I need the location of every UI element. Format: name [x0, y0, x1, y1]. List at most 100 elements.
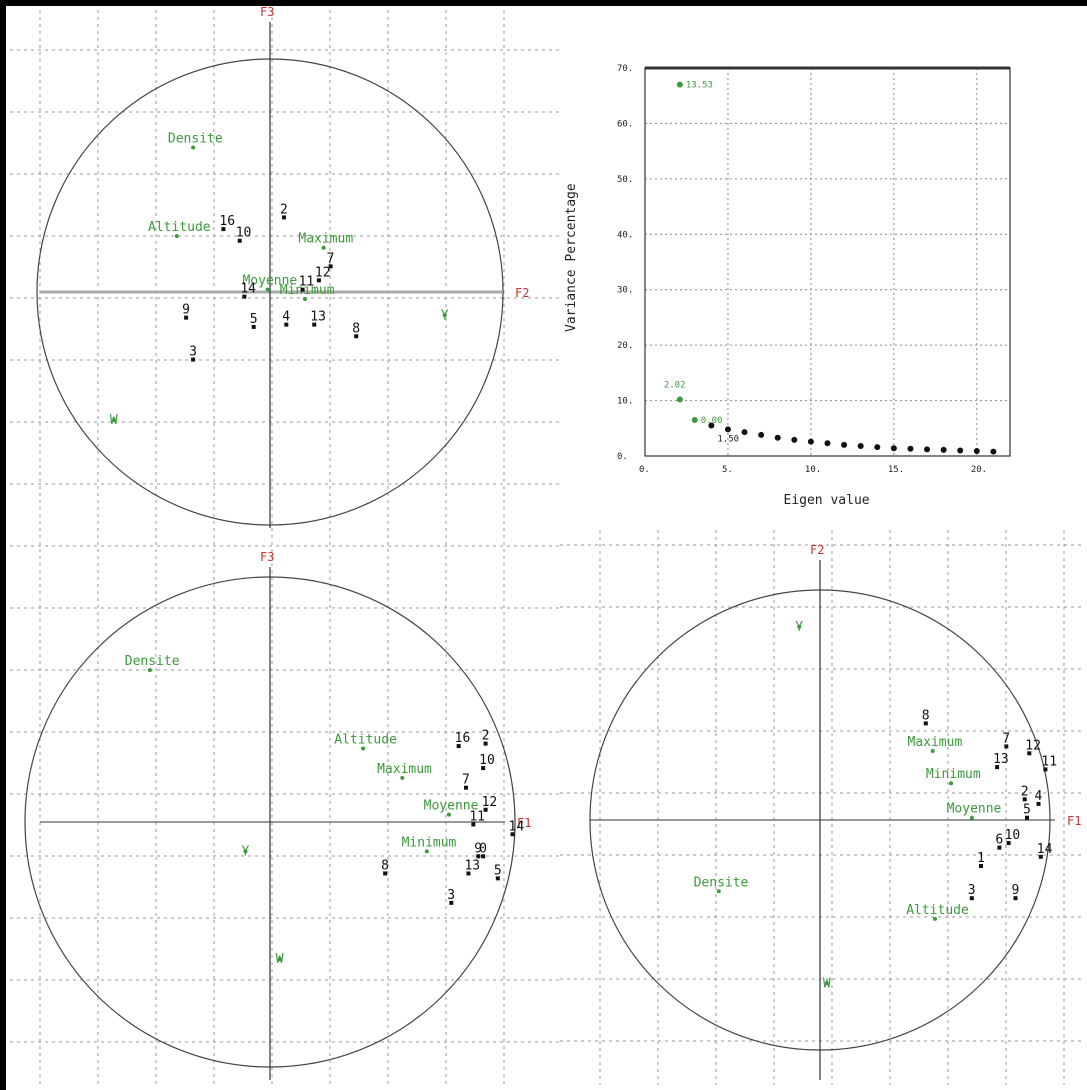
- observation-label: 14: [1037, 842, 1053, 857]
- observation-label: 10: [236, 226, 252, 241]
- observation-label: 13: [993, 752, 1009, 767]
- observation-label: 4: [1035, 789, 1043, 804]
- scree-point: [990, 448, 997, 455]
- observation-label: 2: [280, 202, 288, 217]
- variable-label: Y: [795, 620, 803, 635]
- observation-label: 6: [995, 833, 1003, 848]
- observation-label: 3: [968, 883, 976, 898]
- observation-point: [995, 765, 1000, 770]
- variable-label: Altitude: [906, 903, 969, 918]
- observation-point: [191, 357, 196, 362]
- scree-point-label: 2.02: [664, 380, 686, 390]
- observation-point: [510, 832, 515, 837]
- scree-point: [924, 446, 931, 453]
- x-tick-label: 15.: [888, 465, 904, 475]
- observation-point: [1004, 744, 1009, 749]
- scree-point: [857, 443, 864, 450]
- observation-label: 3: [447, 888, 455, 903]
- variable-point: [265, 287, 270, 292]
- variable-point: [174, 234, 179, 239]
- observation-label: 12: [482, 795, 498, 810]
- x-axis-title: Eigen value: [784, 493, 870, 508]
- y-tick-label: 50.: [617, 175, 633, 185]
- variable-label: Minimum: [926, 767, 981, 782]
- scree-point: [676, 81, 683, 88]
- scree-point: [774, 434, 781, 441]
- observation-point: [284, 322, 289, 327]
- correlation-circle-circleC: F1 F2 Y Maximum Minimum Moyenne Densite Altitud…: [589, 543, 1081, 1080]
- observation-label: 8: [381, 858, 389, 873]
- scree-point: [824, 440, 831, 447]
- observation-point: [923, 721, 928, 726]
- scree-point: [973, 448, 980, 455]
- variable-point: [321, 245, 326, 250]
- y-axis-title: Variance Percentage: [564, 183, 579, 332]
- observation-label: 16: [219, 214, 235, 229]
- variable-point: [949, 781, 954, 786]
- observation-point: [221, 227, 226, 232]
- observation-point: [464, 785, 468, 790]
- observation-label: 5: [1023, 803, 1031, 818]
- observation-label: 4: [282, 310, 290, 325]
- scree-point: [841, 441, 848, 448]
- correlation-circle-circleA: F2 F3 Densite Altitude Moyenne Maximum Minimum…: [36, 5, 529, 528]
- variable-label: W: [110, 413, 118, 428]
- observation-label: 1: [977, 851, 985, 866]
- scree-point: [691, 416, 698, 423]
- variable-label: Y: [441, 308, 449, 323]
- observation-point: [1013, 896, 1018, 901]
- scree-point: [957, 447, 964, 454]
- observation-point: [1006, 841, 1011, 845]
- scree-point: [874, 444, 881, 451]
- observation-point: [495, 876, 500, 881]
- vertical-axis-name: F3: [260, 5, 274, 19]
- variable-label: Maximum: [908, 735, 963, 750]
- variable-label: W: [823, 976, 831, 991]
- background-grid: [10, 10, 1085, 1085]
- variable-point: [933, 916, 937, 921]
- observation-point: [1038, 854, 1043, 859]
- variable-point: [243, 849, 248, 854]
- observation-label: 11: [1041, 754, 1057, 769]
- observation-point: [466, 871, 471, 876]
- observation-point: [1022, 797, 1027, 802]
- scree-point: [791, 436, 798, 443]
- observation-point: [1043, 767, 1048, 772]
- observation-point: [483, 741, 488, 746]
- variable-point: [424, 849, 429, 854]
- observation-point: [354, 334, 359, 339]
- observation-label: 16: [455, 731, 471, 746]
- y-tick-label: 60.: [617, 119, 633, 129]
- variable-point: [277, 957, 282, 962]
- variable-label: Minimum: [402, 835, 457, 850]
- observation-label: 5: [494, 863, 502, 878]
- observation-point: [471, 822, 476, 827]
- correlation-circle-circleB: F1 F3 Densite Altitude Maximum Moyenne Minimum…: [24, 550, 531, 1080]
- x-tick-label: 0.: [639, 465, 650, 475]
- variable-point: [716, 889, 721, 894]
- variable-point: [442, 313, 447, 318]
- y-tick-label: 10.: [617, 397, 633, 407]
- scree-point-label: 1.50: [717, 435, 739, 445]
- y-tick-label: 20.: [617, 341, 633, 351]
- observation-point: [476, 854, 481, 859]
- observation-label: 11: [469, 809, 485, 824]
- horizontal-axis-name: F2: [515, 286, 529, 300]
- vertical-axis-name: F3: [260, 550, 274, 564]
- observation-point: [997, 845, 1002, 850]
- observation-point: [251, 324, 256, 329]
- variable-label: Densite: [694, 875, 749, 890]
- variable-point: [969, 815, 974, 820]
- variable-point: [797, 624, 802, 629]
- variable-point: [191, 145, 196, 150]
- variable-label: Y: [242, 844, 250, 859]
- variable-label: Densite: [125, 654, 180, 669]
- observation-label: 3: [189, 345, 197, 360]
- observation-point: [979, 864, 983, 868]
- variable-label: W: [276, 952, 284, 967]
- observation-point: [383, 871, 388, 876]
- scree-point: [724, 426, 731, 433]
- variable-point: [824, 981, 829, 986]
